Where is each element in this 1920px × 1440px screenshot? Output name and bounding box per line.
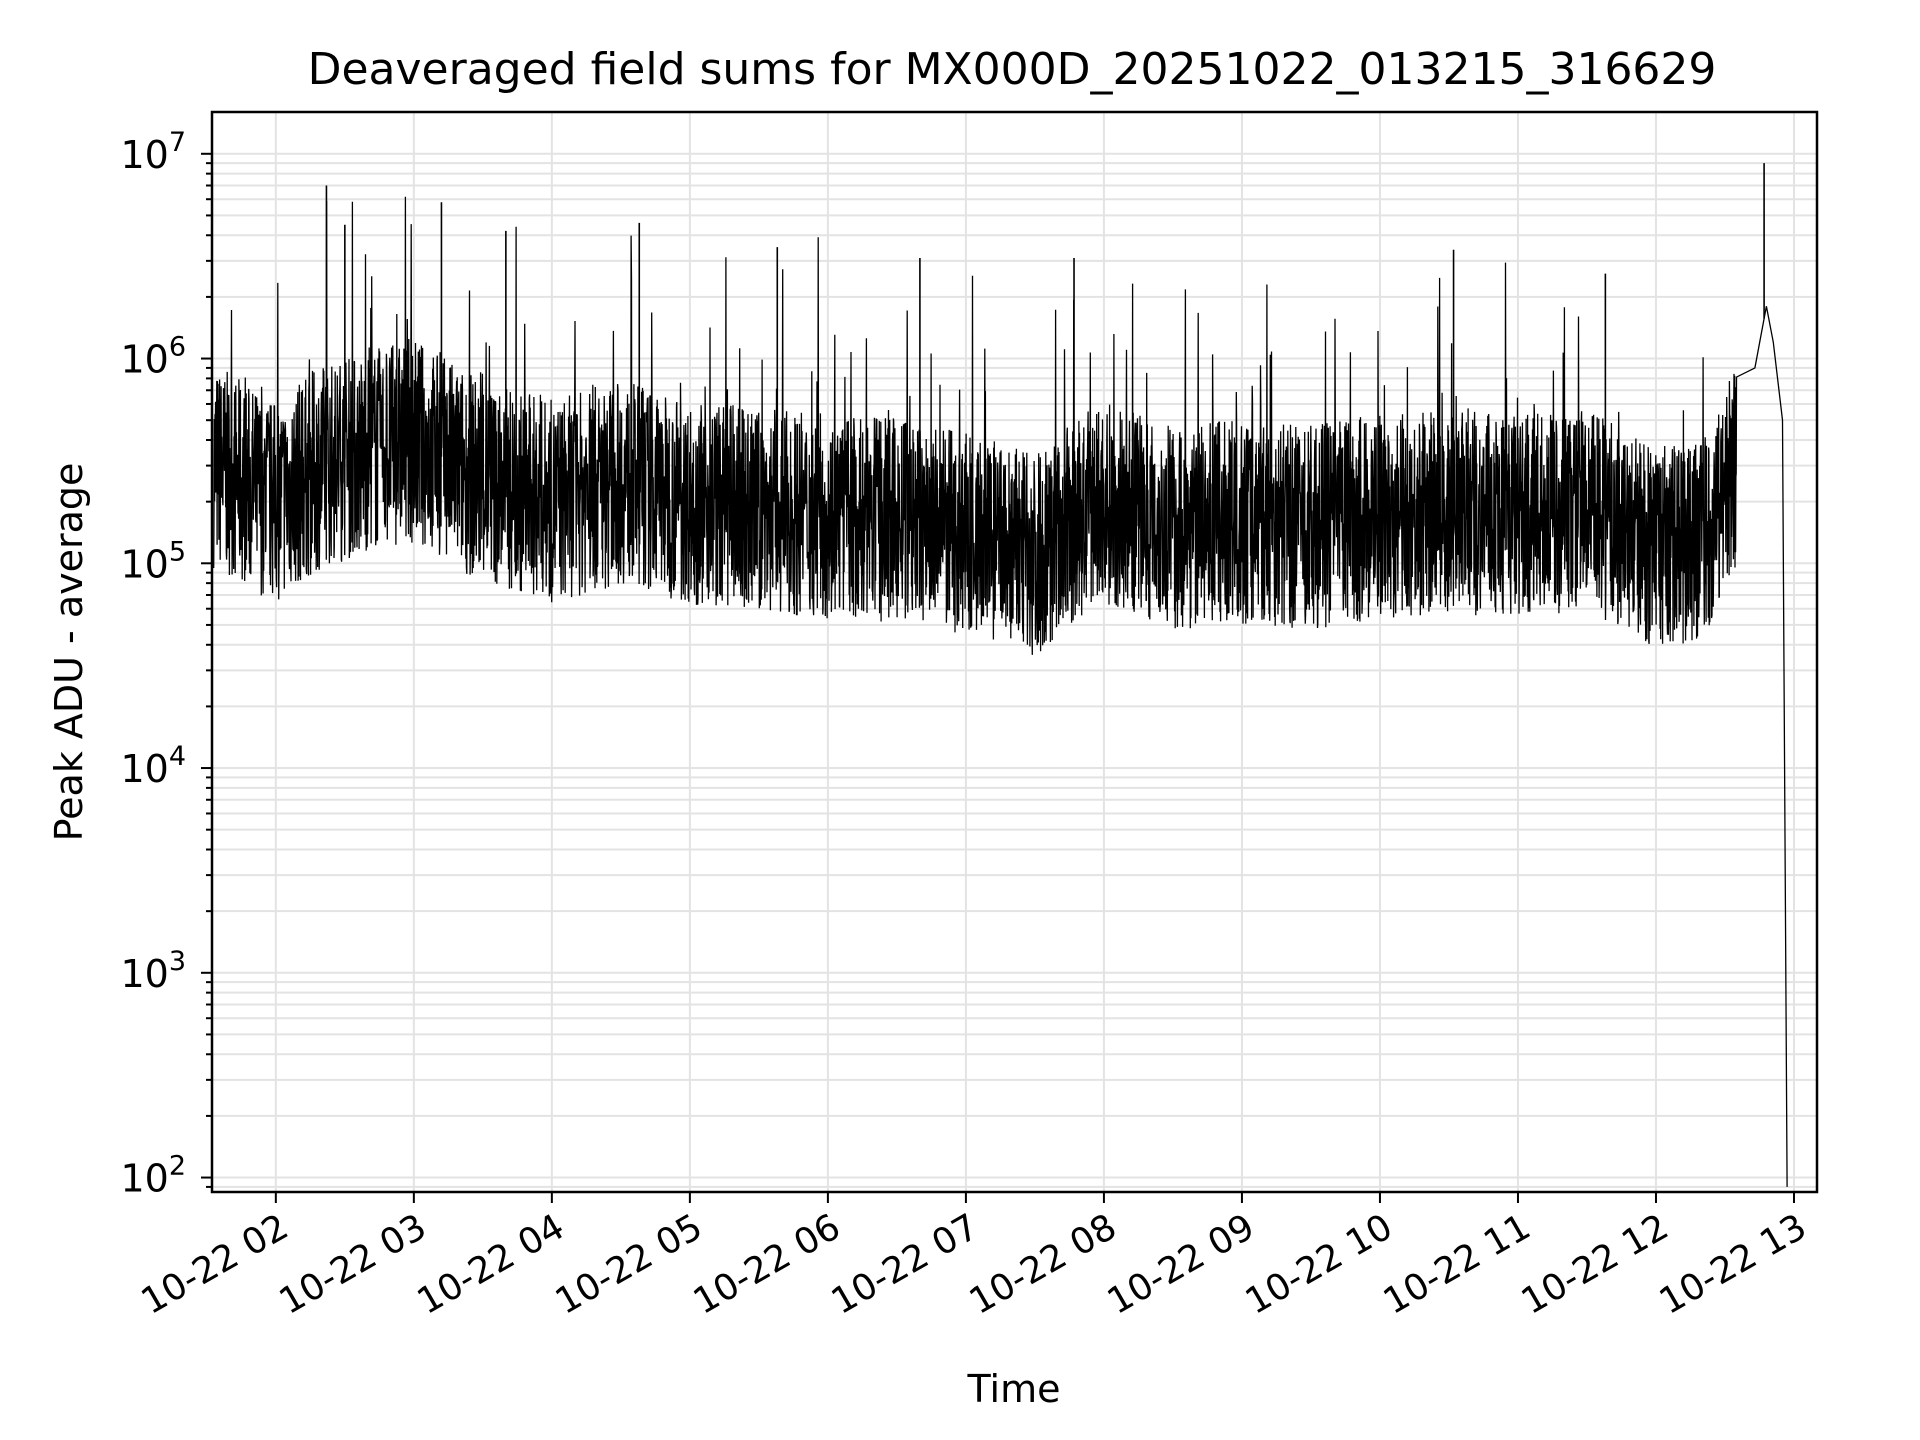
axes-frame <box>210 110 1819 1194</box>
grid <box>212 112 1817 1192</box>
y-tick-label: 104 <box>120 741 186 791</box>
series-line <box>213 196 1788 1187</box>
x-tick-label: 10-22 03 <box>273 1206 434 1322</box>
chart-title: Deaveraged field sums for MX000D_2025102… <box>308 44 1717 95</box>
x-tick-label: 10-22 12 <box>1515 1206 1676 1322</box>
x-tick-label: 10-22 02 <box>135 1206 296 1322</box>
x-tick-label: 10-22 10 <box>1239 1206 1400 1322</box>
x-tick-label: 10-22 13 <box>1653 1206 1814 1322</box>
x-tick-label: 10-22 04 <box>411 1206 572 1322</box>
x-axis-label: Time <box>967 1367 1061 1411</box>
x-tick-label: 10-22 07 <box>825 1206 986 1322</box>
x-tick-label: 10-22 11 <box>1377 1206 1538 1322</box>
y-axis: 102 103 104 105 106 107 <box>120 127 212 1201</box>
x-tick-label: 10-22 05 <box>549 1206 710 1322</box>
y-tick-label: 105 <box>120 536 186 586</box>
y-tick-label: 102 <box>120 1151 186 1201</box>
x-tick-label: 10-22 09 <box>1101 1206 1262 1322</box>
y-tick-label: 103 <box>120 946 186 996</box>
y-axis-label: Peak ADU - average <box>47 463 91 842</box>
x-tick-label: 10-22 06 <box>687 1206 848 1322</box>
x-tick-label: 10-22 08 <box>963 1206 1124 1322</box>
plot-area <box>213 163 1788 1187</box>
y-tick-label: 106 <box>120 332 186 382</box>
y-tick-label: 107 <box>120 127 186 177</box>
